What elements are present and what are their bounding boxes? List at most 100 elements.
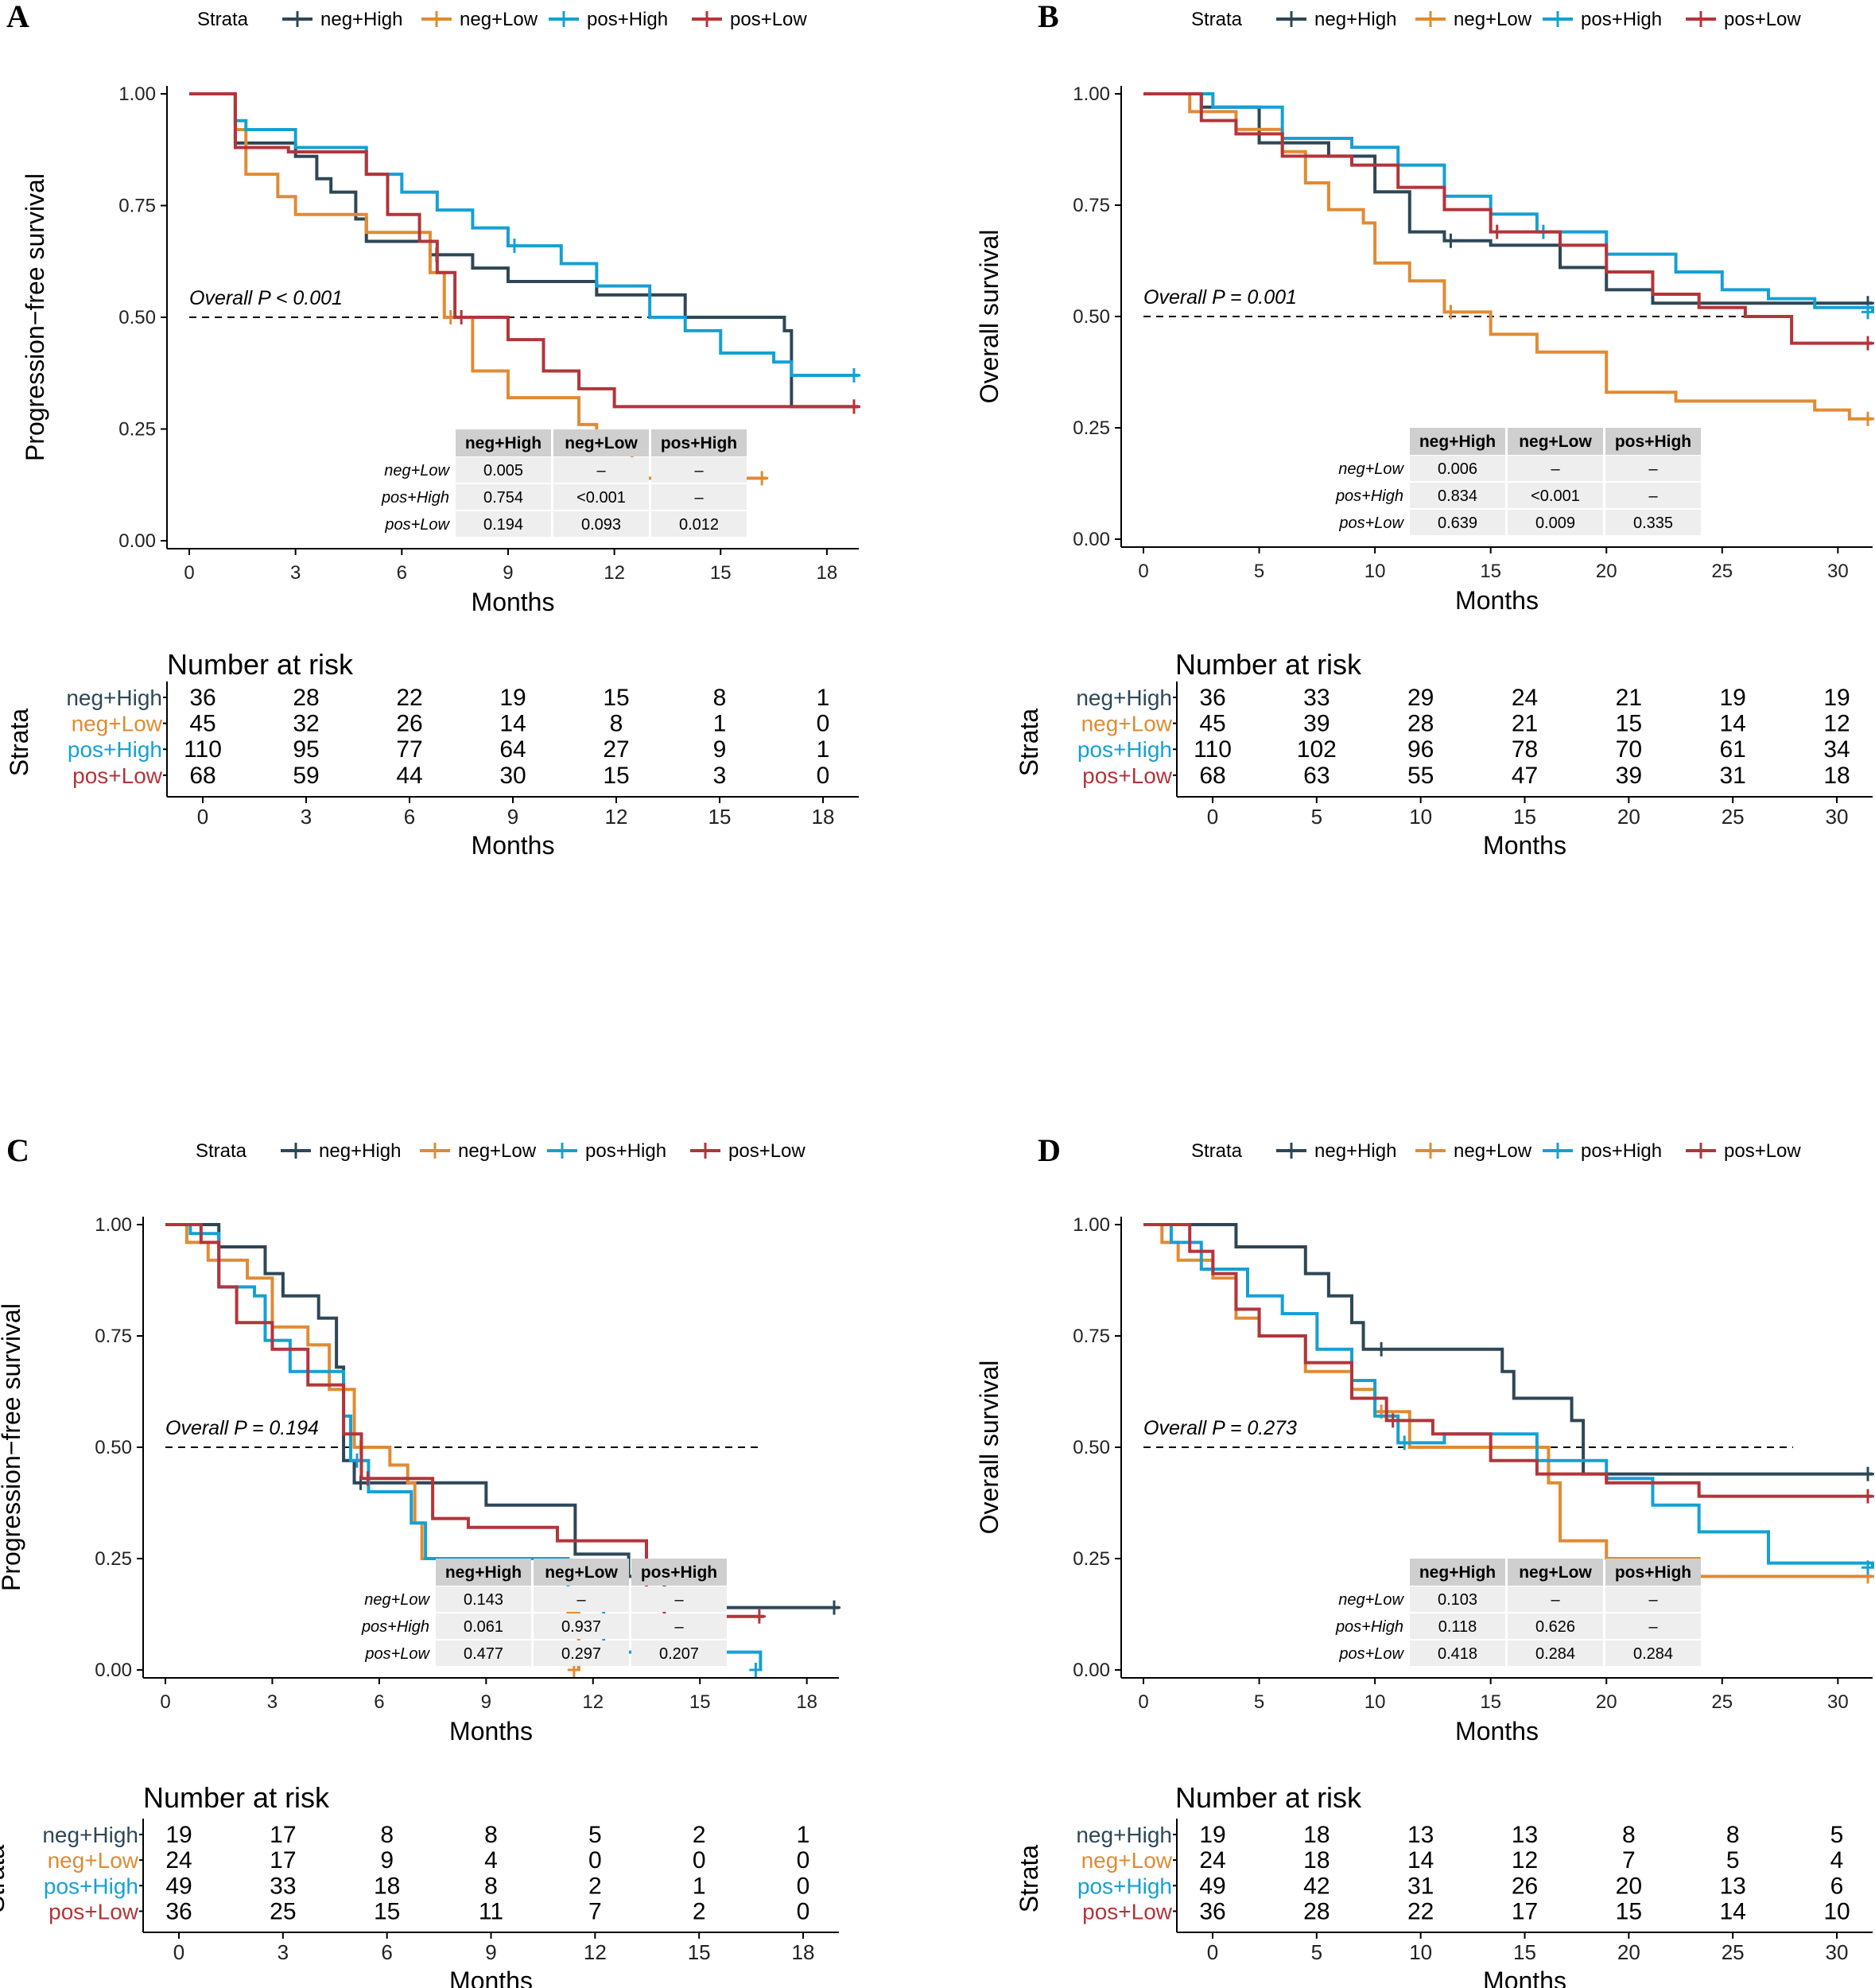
- table-cell: [1410, 483, 1505, 508]
- risk-count: 8: [610, 711, 623, 737]
- risk-count: 0: [797, 1873, 810, 1899]
- y-tick-label: 0.00: [95, 1660, 132, 1681]
- table-cell-value: <0.001: [576, 489, 626, 507]
- risk-count: 32: [293, 711, 319, 737]
- risk-count: 17: [270, 1847, 296, 1873]
- legend-title: Strata: [1191, 9, 1243, 30]
- km-curve-pos-low: [1143, 1223, 1873, 1498]
- risk-count: 4: [484, 1847, 498, 1873]
- legend: Strata neg+High neg+Low pos+High pos+Low: [197, 9, 807, 30]
- risk-count: 14: [1407, 1847, 1434, 1873]
- y-tick-label: 0.25: [1073, 1548, 1110, 1570]
- km-curve-pos-high: [1143, 1223, 1874, 1568]
- table-cell: [534, 1586, 629, 1612]
- risk-x-tick-label: 0: [173, 1940, 184, 1964]
- legend: Strata neg+High neg+Low pos+High pos+Low: [196, 1140, 806, 1162]
- table-cell-value: –: [694, 462, 704, 480]
- risk-x-tick-label: 6: [404, 805, 415, 829]
- censor-mark: [1861, 1489, 1874, 1504]
- x-axis-label: Months: [449, 1717, 533, 1745]
- risk-count: 64: [499, 736, 526, 763]
- y-tick-label: 0.50: [1073, 306, 1110, 328]
- table-cell-value: 0.418: [1438, 1645, 1477, 1663]
- y-tick-label: 1.00: [95, 1214, 132, 1236]
- risk-count: 13: [1719, 1873, 1745, 1899]
- table-cell-value: 0.284: [1535, 1645, 1575, 1663]
- risk-row-label: pos+High: [1077, 1873, 1172, 1898]
- y-tick-label: 0.75: [95, 1326, 132, 1347]
- panel-A: A Strata neg+High neg+Low pos+High pos+Low0.0…: [5, 0, 860, 860]
- risk-count: 34: [1823, 736, 1850, 763]
- legend-label: neg+Low: [460, 9, 538, 30]
- censor-mark: [1861, 305, 1874, 320]
- risk-count: 19: [165, 1822, 192, 1848]
- risk-row-label: neg+High: [1076, 685, 1172, 710]
- risk-count: 95: [293, 736, 319, 763]
- y-tick-label: 0.25: [95, 1548, 132, 1570]
- risk-count: 8: [380, 1822, 394, 1848]
- table-cell: [1508, 483, 1603, 508]
- table-cell: [1605, 1586, 1701, 1612]
- table-row-label: pos+High: [381, 489, 449, 507]
- table-cell-value: 0.626: [1535, 1618, 1575, 1636]
- legend-label: neg+Low: [458, 1140, 537, 1162]
- table-cell-value: 0.143: [464, 1591, 503, 1609]
- table-cell-value: –: [596, 462, 606, 480]
- risk-count: 15: [603, 685, 629, 711]
- table-cell-value: 0.834: [1438, 487, 1477, 505]
- risk-count: 68: [189, 763, 215, 789]
- risk-x-tick-label: 5: [1311, 805, 1322, 829]
- table-row-label: pos+Low: [384, 516, 450, 534]
- x-tick-label: 6: [397, 562, 407, 584]
- risk-count: 4: [1830, 1847, 1844, 1873]
- risk-count: 18: [1823, 763, 1850, 789]
- table-cell: [1508, 510, 1603, 535]
- x-tick-label: 0: [184, 562, 194, 584]
- risk-count: 5: [1726, 1847, 1740, 1873]
- risk-row-label: pos+Low: [1082, 1899, 1173, 1924]
- risk-count: 1: [817, 685, 830, 711]
- table-header-cell: [651, 429, 747, 456]
- risk-count: 13: [1407, 1822, 1434, 1848]
- risk-table-title: Number at risk: [1175, 648, 1362, 681]
- table-cell-value: 0.006: [1438, 460, 1477, 478]
- table-cell: [1508, 1586, 1603, 1612]
- censor-mark: [848, 368, 860, 383]
- legend-label: pos+High: [1581, 9, 1662, 30]
- legend-label: pos+Low: [730, 9, 807, 30]
- risk-count: 18: [1303, 1822, 1330, 1848]
- table-cell: [456, 457, 551, 483]
- risk-count: 19: [1823, 685, 1850, 711]
- risk-count: 49: [1199, 1873, 1225, 1899]
- censor-mark: [755, 471, 769, 486]
- risk-count: 24: [1512, 685, 1538, 711]
- risk-count: 20: [1616, 1873, 1642, 1899]
- risk-count: 14: [1719, 711, 1745, 737]
- legend: Strata neg+High neg+Low pos+High pos+Low: [1191, 9, 1801, 30]
- table-cell-value: –: [1551, 460, 1560, 478]
- risk-y-label: Strata: [1015, 709, 1043, 777]
- risk-count: 110: [184, 736, 222, 763]
- legend-label: pos+High: [587, 9, 668, 30]
- panel-label: B: [1038, 0, 1059, 34]
- risk-x-tick-label: 30: [1826, 1940, 1849, 1964]
- risk-count: 61: [1719, 736, 1745, 763]
- risk-x-tick-label: 9: [507, 805, 518, 829]
- table-header-label: pos+High: [661, 434, 737, 452]
- table-cell-value: 0.477: [464, 1645, 503, 1663]
- table-cell-value: –: [576, 1591, 586, 1609]
- pairwise-table: neg+High neg+Low pos+High neg+Low 0.005 – – pos…: [381, 429, 747, 537]
- table-header-cell: [553, 429, 649, 456]
- table-cell-value: 0.297: [561, 1645, 601, 1663]
- risk-count: 31: [1719, 763, 1745, 789]
- table-cell-value: –: [1648, 1618, 1658, 1636]
- table-header-label: neg+Low: [1519, 433, 1592, 451]
- censor-mark: [1375, 1342, 1388, 1357]
- table-row-label: neg+Low: [1338, 460, 1404, 478]
- table-header-cell: [1605, 1559, 1701, 1586]
- risk-count: 17: [270, 1822, 296, 1848]
- risk-count: 7: [588, 1898, 602, 1924]
- risk-row-label: neg+Low: [1081, 1848, 1173, 1873]
